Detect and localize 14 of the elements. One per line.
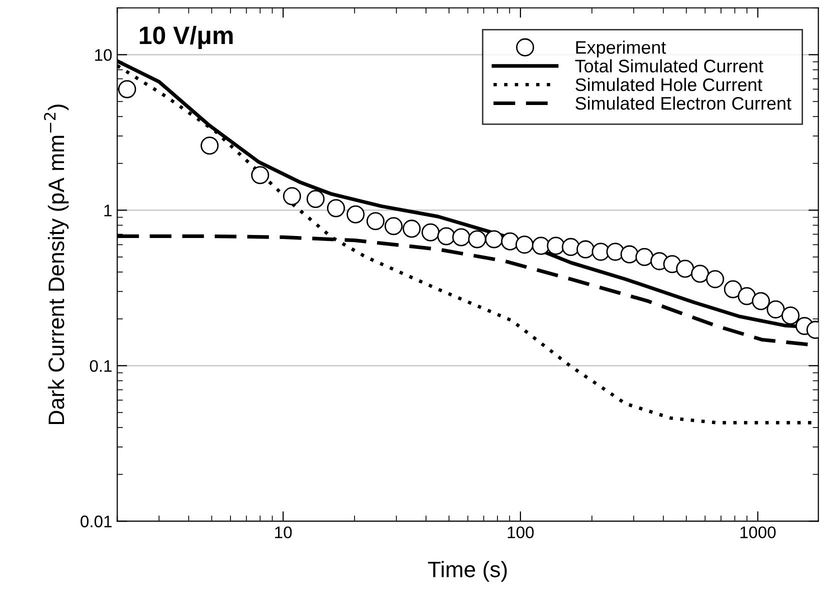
y-tick-label: 0.1: [90, 360, 112, 372]
y-axis-title: Dark Current Density (pA mm$^{−2}$): [44, 104, 69, 424]
y-tick-label: 0.01: [80, 516, 112, 528]
x-tick-label: 100: [508, 526, 534, 538]
legend-label: Simulated Electron Current: [576, 96, 792, 110]
x-axis-title: Time (s): [428, 561, 507, 582]
x-tick-label: 10: [275, 526, 292, 538]
y-tick-label: 10: [95, 49, 112, 61]
annotation: 10 V/μm: [140, 26, 233, 50]
y-tick-label: 1: [104, 204, 112, 216]
x-tick-label: 1000: [740, 526, 776, 538]
legend-label: Experiment: [576, 40, 666, 58]
legend-label: Simulated Hole Current: [576, 78, 762, 92]
legend-label: Total Simulated Current: [575, 59, 764, 72]
